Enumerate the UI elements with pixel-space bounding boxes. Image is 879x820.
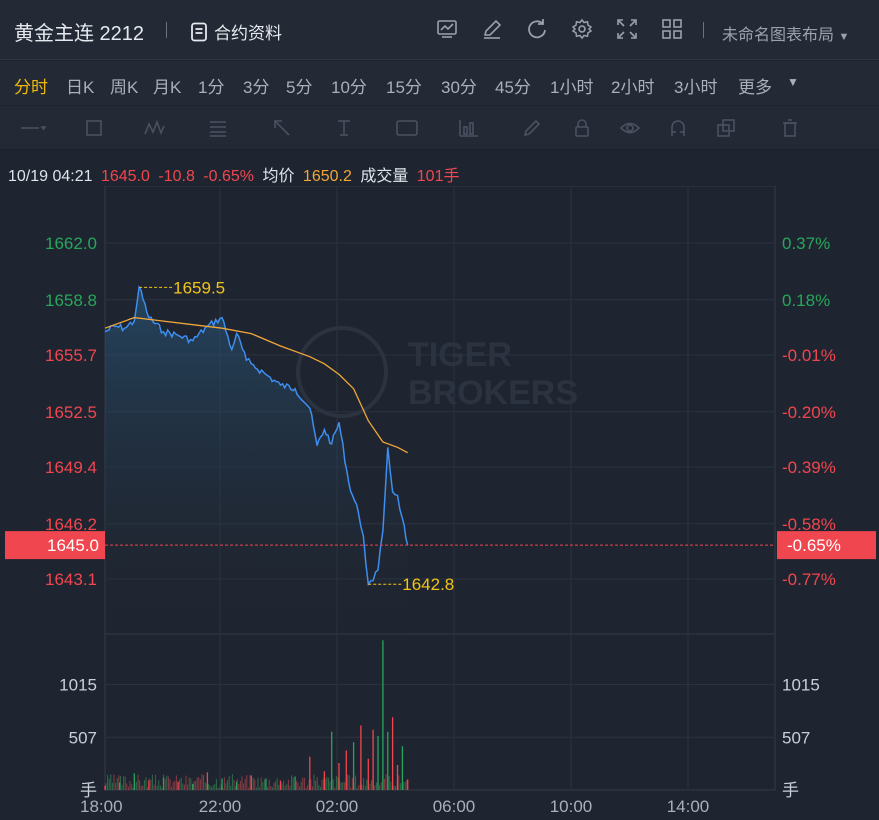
price-tick-label: 1655.7 — [45, 346, 97, 365]
timeframe-14[interactable]: 更多 — [738, 78, 772, 97]
volume-tick-label-right: 507 — [782, 728, 810, 747]
current-pct-label: -0.65% — [787, 536, 841, 555]
timeframe-12[interactable]: 2小时 — [611, 78, 655, 97]
price-line — [104, 285, 409, 587]
x-tick-label: 06:00 — [433, 797, 476, 816]
x-tick-label: 14:00 — [667, 797, 710, 816]
quote-change-pct: -0.65% — [203, 168, 254, 185]
edit-icon[interactable] — [481, 18, 503, 40]
watermark-logo — [296, 326, 388, 418]
timeframe-4[interactable]: 1分 — [198, 78, 225, 97]
layout-label: 未命名图表布局 — [722, 27, 835, 44]
contract-info-button[interactable]: 合约资料 — [190, 19, 282, 44]
pct-tick-label: -0.58% — [782, 515, 836, 534]
avg-line — [104, 316, 409, 454]
timeframe-2[interactable]: 周K — [110, 78, 139, 97]
current-price-tag — [5, 531, 105, 560]
pct-tick-label: -0.39% — [782, 458, 836, 477]
timeframe-7[interactable]: 10分 — [331, 78, 367, 97]
x-tick-label: 22:00 — [199, 797, 242, 816]
volume-value: 101手 — [416, 168, 460, 185]
volume-tick-label-right: 1015 — [782, 675, 820, 694]
price-area — [105, 287, 408, 634]
label-tool-icon[interactable] — [396, 118, 422, 138]
volume-tick-label: 1015 — [59, 675, 97, 694]
lock-icon[interactable] — [572, 118, 598, 138]
quote-change: -10.8 — [158, 168, 195, 185]
trash-icon[interactable] — [780, 118, 806, 138]
watermark-text: TIGER — [408, 336, 512, 374]
timeframe-9[interactable]: 30分 — [441, 78, 477, 97]
refresh-icon[interactable] — [526, 18, 548, 40]
x-tick-label: 18:00 — [80, 797, 123, 816]
arrow-tool-icon[interactable] — [272, 118, 298, 138]
timeframe-0[interactable]: 分时 — [14, 78, 48, 97]
current-price-label: 1645.0 — [47, 536, 99, 555]
price-tick-label: 1658.8 — [45, 291, 97, 310]
timeframe-8[interactable]: 15分 — [386, 78, 422, 97]
timeframe-bar: 分时 日K 周K 月K 1分 3分 5分 10分 15分 30分 45分 1小时 2小时 3小时 更多 ▼ — [0, 61, 879, 105]
grid-layout-icon[interactable] — [661, 18, 683, 40]
rect-tool-icon[interactable] — [84, 118, 110, 138]
pct-tick-label: -0.01% — [782, 346, 836, 365]
timeframe-13[interactable]: 3小时 — [674, 78, 718, 97]
price-tick-label: 1662.0 — [45, 234, 97, 253]
pct-tick-label: 0.37% — [782, 234, 830, 253]
price-tick-label: 1652.5 — [45, 403, 97, 422]
drawing-toolbar — [0, 106, 879, 150]
price-tick-label: 1649.4 — [45, 458, 97, 477]
volume-tick-label: 507 — [69, 728, 97, 747]
volume-label: 成交量 — [360, 168, 409, 185]
pct-tick-label: -0.20% — [782, 403, 836, 422]
chart-template-icon[interactable] — [436, 18, 458, 40]
timeframe-11[interactable]: 1小时 — [550, 78, 594, 97]
fib-tool-icon[interactable] — [208, 118, 234, 138]
timeframe-6[interactable]: 5分 — [286, 78, 313, 97]
fullscreen-icon[interactable] — [616, 18, 638, 40]
watermark-text: BROKERS — [408, 374, 578, 412]
caret-down-icon: ▼ — [838, 31, 850, 43]
timeframe-5[interactable]: 3分 — [243, 78, 270, 97]
quote-price: 1645.0 — [100, 168, 150, 185]
magnet-icon[interactable] — [668, 118, 694, 138]
eye-icon[interactable] — [619, 118, 646, 138]
divider — [166, 22, 167, 38]
volume-unit-label-right: 手 — [782, 781, 799, 800]
pct-tick-label: 0.18% — [782, 291, 830, 310]
copy-icon[interactable] — [716, 118, 742, 138]
more-caret-icon[interactable]: ▼ — [787, 75, 799, 89]
settings-icon[interactable] — [571, 18, 593, 40]
pct-tick-label: -0.77% — [782, 570, 836, 589]
avg-value: 1650.2 — [302, 168, 352, 185]
timeframe-3[interactable]: 月K — [153, 78, 182, 97]
divider — [703, 22, 704, 38]
avg-label: 均价 — [262, 168, 295, 185]
high-label: 1659.5 — [173, 278, 225, 297]
current-pct-tag — [777, 531, 876, 560]
layout-selector[interactable]: 未命名图表布局 ▼ — [722, 21, 849, 45]
price-tick-label: 1646.2 — [45, 515, 97, 534]
contract-info-label: 合约资料 — [214, 24, 282, 43]
x-tick-label: 02:00 — [316, 797, 359, 816]
volume-unit-label: 手 — [80, 781, 97, 800]
timeframe-1[interactable]: 日K — [66, 78, 95, 97]
pen-icon[interactable] — [522, 118, 548, 138]
timeframe-10[interactable]: 45分 — [495, 78, 531, 97]
line-tool-icon[interactable] — [20, 118, 47, 138]
quote-info: 10/19 04:21 1645.0 -10.8 -0.65% 均价 1650.… — [8, 162, 463, 186]
indicator-icon[interactable] — [458, 118, 484, 138]
document-icon — [191, 22, 207, 41]
text-cursor-icon[interactable] — [334, 118, 360, 138]
intraday-chart[interactable]: 18:00 22:00 02:00 06:00 10:00 14:00 1662.0 0.37… — [0, 186, 879, 820]
wave-tool-icon[interactable] — [144, 118, 170, 138]
x-tick-label: 10:00 — [550, 797, 593, 816]
price-tick-label: 1643.1 — [45, 570, 97, 589]
quote-datetime: 10/19 04:21 — [8, 168, 93, 185]
top-bar: 黄金主连 2212 合约资料 未命名图表布局 ▼ — [0, 0, 879, 60]
instrument-title[interactable]: 黄金主连 2212 — [14, 23, 145, 45]
low-label: 1642.8 — [402, 575, 454, 594]
